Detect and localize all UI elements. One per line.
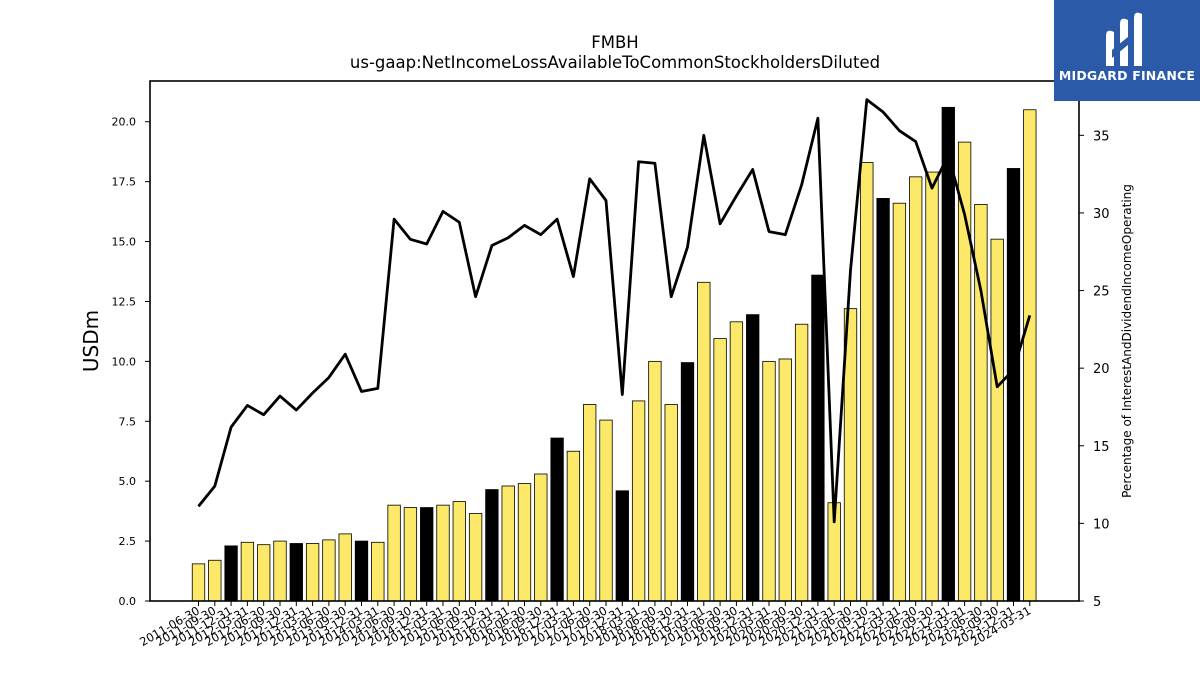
y-tick-label: 10.0 [112, 355, 137, 368]
bar-2011-06-30 [191, 563, 206, 602]
bar-2016-03-31 [501, 485, 515, 602]
bar-2020-12-31 [811, 274, 825, 602]
bar-2023-09-30 [990, 238, 1004, 602]
y-tick-label: 5.0 [119, 475, 137, 488]
bar-2014-06-30 [387, 504, 401, 602]
y-axis-label: USDm [79, 310, 103, 372]
bar-2015-12-31 [485, 489, 499, 602]
bar-2018-12-31 [680, 362, 695, 602]
bar-2012-06-30 [257, 544, 271, 602]
bar-2011-12-31 [224, 545, 238, 602]
bar-2013-12-31 [354, 540, 369, 602]
bar-2022-03-31 [892, 202, 907, 602]
bar-2022-06-30 [909, 176, 923, 602]
bar-2024-03-31 [1023, 109, 1037, 602]
chart-title: FMBH [591, 33, 638, 52]
bar-2019-03-31 [697, 281, 711, 602]
bar-2013-06-30 [322, 539, 336, 602]
bar-2014-03-31 [371, 541, 385, 602]
y2-tick-label: 5 [1093, 595, 1101, 610]
bar-2018-06-30 [648, 360, 662, 602]
left-axis-ticks: 0.0 2.5 5.0 7.5 10.0 12.5 15.0 17.5 20.0 [112, 116, 150, 608]
ratio-line [197, 98, 1032, 524]
y2-axis-label: Percentage of InterestAndDividendIncomeO… [1120, 184, 1134, 498]
bar-2013-03-31 [305, 543, 320, 602]
right-axis-ticks: 5 10 15 20 25 30 35 [1079, 129, 1110, 610]
bar-2019-09-30 [729, 321, 744, 602]
logo-text: MIDGARD FINANCE [1058, 68, 1196, 83]
bar-2021-09-30 [860, 162, 874, 602]
bar-2020-09-30 [794, 323, 809, 602]
bar-2014-12-31 [420, 507, 434, 602]
y-tick-label: 20.0 [112, 116, 137, 129]
bar-2016-06-30 [517, 483, 532, 602]
bar-2013-09-30 [338, 533, 352, 602]
y-tick-label: 7.5 [119, 415, 137, 428]
bar-2022-09-30 [925, 171, 939, 602]
bar-2011-09-30 [208, 559, 222, 602]
bar-2018-09-30 [664, 404, 678, 602]
bar-2015-06-30 [452, 501, 466, 602]
bar-2017-09-30 [599, 419, 613, 602]
bar-2022-12-31 [941, 106, 955, 602]
bar-2015-03-31 [436, 504, 450, 602]
y2-tick-label: 10 [1093, 517, 1110, 532]
y-tick-label: 15.0 [112, 236, 137, 249]
y-tick-label: 17.5 [112, 176, 137, 189]
bar-2021-12-31 [876, 198, 890, 602]
bar-2017-03-31 [566, 450, 581, 602]
chart-subtitle: us-gaap:NetIncomeLossAvailableToCommonSt… [350, 53, 880, 72]
bar-series [191, 106, 1037, 602]
plot-frame [149, 80, 1080, 602]
x-axis-ticks: 2011-06-302011-09-302011-12-312012-03-31… [137, 601, 1033, 649]
bar-2020-03-31 [762, 360, 776, 602]
bar-2015-09-30 [468, 513, 483, 602]
bar-2019-06-30 [713, 338, 727, 602]
bar-2017-06-30 [583, 404, 597, 602]
bar-2020-06-30 [778, 358, 792, 602]
y-tick-label: 2.5 [119, 535, 137, 548]
y-tick-label: 0.0 [119, 595, 137, 608]
y-tick-label: 12.5 [112, 295, 137, 308]
bar-2016-12-31 [550, 437, 564, 602]
bar-2023-12-31 [1006, 168, 1021, 602]
line-series [197, 98, 1032, 524]
bar-2018-03-31 [631, 400, 646, 602]
bar-2012-12-31 [289, 543, 303, 602]
bar-2014-09-30 [403, 507, 418, 602]
bar-2019-12-31 [746, 314, 760, 602]
logo-mark-icon [1106, 12, 1142, 67]
bar-2012-09-30 [273, 540, 287, 602]
y2-tick-label: 25 [1093, 285, 1110, 300]
midgard-finance-logo: MIDGARD FINANCE [1054, 0, 1200, 101]
y2-tick-label: 15 [1093, 440, 1110, 455]
bar-2017-12-31 [615, 490, 629, 602]
bar-2012-03-31 [240, 541, 255, 602]
y2-tick-label: 20 [1093, 362, 1110, 377]
y2-tick-label: 35 [1093, 129, 1110, 144]
bar-2016-09-30 [534, 473, 548, 602]
y2-tick-label: 30 [1093, 207, 1110, 222]
